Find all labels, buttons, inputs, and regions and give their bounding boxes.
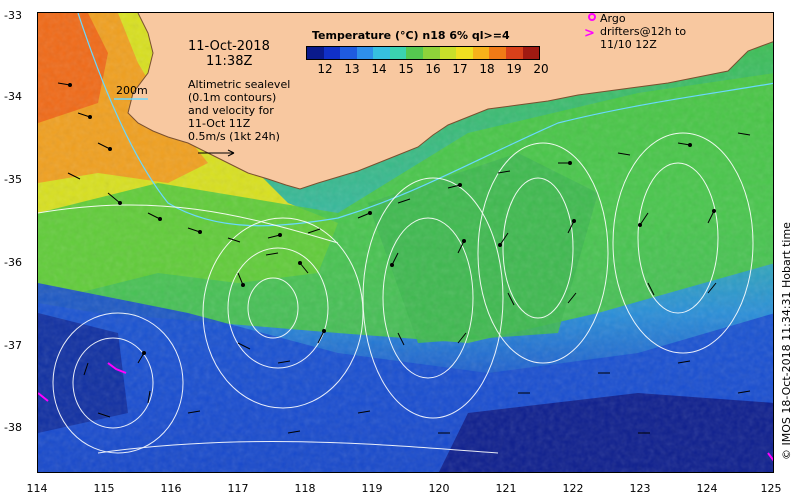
argo-track-2 [38, 392, 49, 402]
argo-legend-row: > drifters@12h to [584, 25, 687, 40]
colorbar-swatch [389, 47, 407, 59]
lon-label: 119 [361, 482, 383, 495]
colorbar-tick: 20 [533, 62, 549, 76]
argo-legend-text: drifters@12h to [600, 25, 687, 38]
argo-track-1 [107, 362, 127, 374]
argo-legend-row: Argo [588, 12, 686, 25]
sealevel-note-line: 0.5m/s (1kt 24h) [188, 130, 280, 143]
sealevel-note-line: Altimetric sealevel [188, 78, 291, 91]
lat-label: -35 [4, 173, 22, 186]
colorbar-swatch [423, 47, 440, 59]
argo-legend: Argo > drifters@12h to 11/10 12Z [584, 12, 687, 51]
isobath-200m [77, 13, 773, 227]
scale-arrow-head [227, 149, 235, 157]
colorbar-swatch [373, 47, 390, 59]
isobath-label: 200m [116, 84, 148, 97]
colorbar-swatch [489, 47, 506, 59]
colorbar-tick: 15 [398, 62, 414, 76]
copyright-credit: © IMOS 18-Oct-2018 11:34:31 Hobart time [780, 222, 793, 460]
argo-legend-row: 11/10 12Z [588, 38, 686, 51]
colorbar-swatch [439, 47, 457, 59]
lat-label: -38 [4, 421, 22, 434]
sst-map-canvas [38, 13, 773, 472]
colorbar-tick: 14 [371, 62, 387, 76]
lat-label: -33 [4, 9, 22, 22]
argo-float-icon [588, 13, 596, 21]
arrow-heads [68, 83, 716, 355]
lon-label: 117 [227, 482, 249, 495]
lat-label: -37 [4, 339, 22, 352]
arrow-row-2 [83, 210, 717, 418]
lon-label: 122 [562, 482, 584, 495]
colorbar-title: Temperature (°C) n18 6% ql>=4 [312, 29, 510, 42]
argo-legend-text: 11/10 12Z [600, 38, 657, 51]
velocity-arrows [57, 82, 751, 434]
argo-track-3 [767, 452, 773, 462]
temperature-colorbar [306, 46, 540, 60]
colorbar-swatch [456, 47, 473, 59]
colorbar-swatch [307, 47, 324, 59]
lon-label: 114 [26, 482, 48, 495]
colorbar-swatch [356, 47, 374, 59]
sealevel-note-line: and velocity for [188, 104, 274, 117]
lat-label: -34 [4, 90, 22, 103]
map-time: 11:38Z [206, 54, 253, 69]
lon-label: 124 [696, 482, 718, 495]
colorbar-swatch [406, 47, 424, 59]
sst-map[interactable] [37, 12, 774, 473]
argo-drifters [38, 362, 773, 462]
land-mass [38, 13, 773, 189]
lat-label: -36 [4, 256, 22, 269]
colorbar-tick: 17 [452, 62, 468, 76]
colorbar-swatch [472, 47, 490, 59]
lon-label: 115 [93, 482, 115, 495]
lon-label: 121 [495, 482, 517, 495]
map-date: 11-Oct-2018 [188, 39, 270, 54]
colorbar-tick: 19 [506, 62, 522, 76]
colorbar-tick: 18 [479, 62, 495, 76]
argo-legend-text: Argo [600, 12, 626, 25]
colorbar-swatch [505, 47, 523, 59]
arrow-row-3 [187, 360, 751, 434]
sealevel-note-line: (0.1m contours) [188, 91, 277, 104]
colorbar-swatch [522, 47, 540, 59]
colorbar-swatch [323, 47, 341, 59]
lon-label: 118 [294, 482, 316, 495]
coastline [127, 13, 773, 190]
sealevel-note-line: 11-Oct 11Z [188, 117, 251, 130]
lon-label: 123 [629, 482, 651, 495]
sealevel-contours [38, 132, 754, 454]
lon-label: 116 [160, 482, 182, 495]
drifter-arrow-icon: > [584, 26, 595, 41]
colorbar-swatch [340, 47, 357, 59]
colorbar-tick: 13 [344, 62, 360, 76]
arrow-row-1 [57, 82, 751, 243]
lon-label: 125 [760, 482, 782, 495]
colorbar-tick: 16 [425, 62, 441, 76]
colorbar-tick: 12 [317, 62, 333, 76]
lon-label: 120 [428, 482, 450, 495]
